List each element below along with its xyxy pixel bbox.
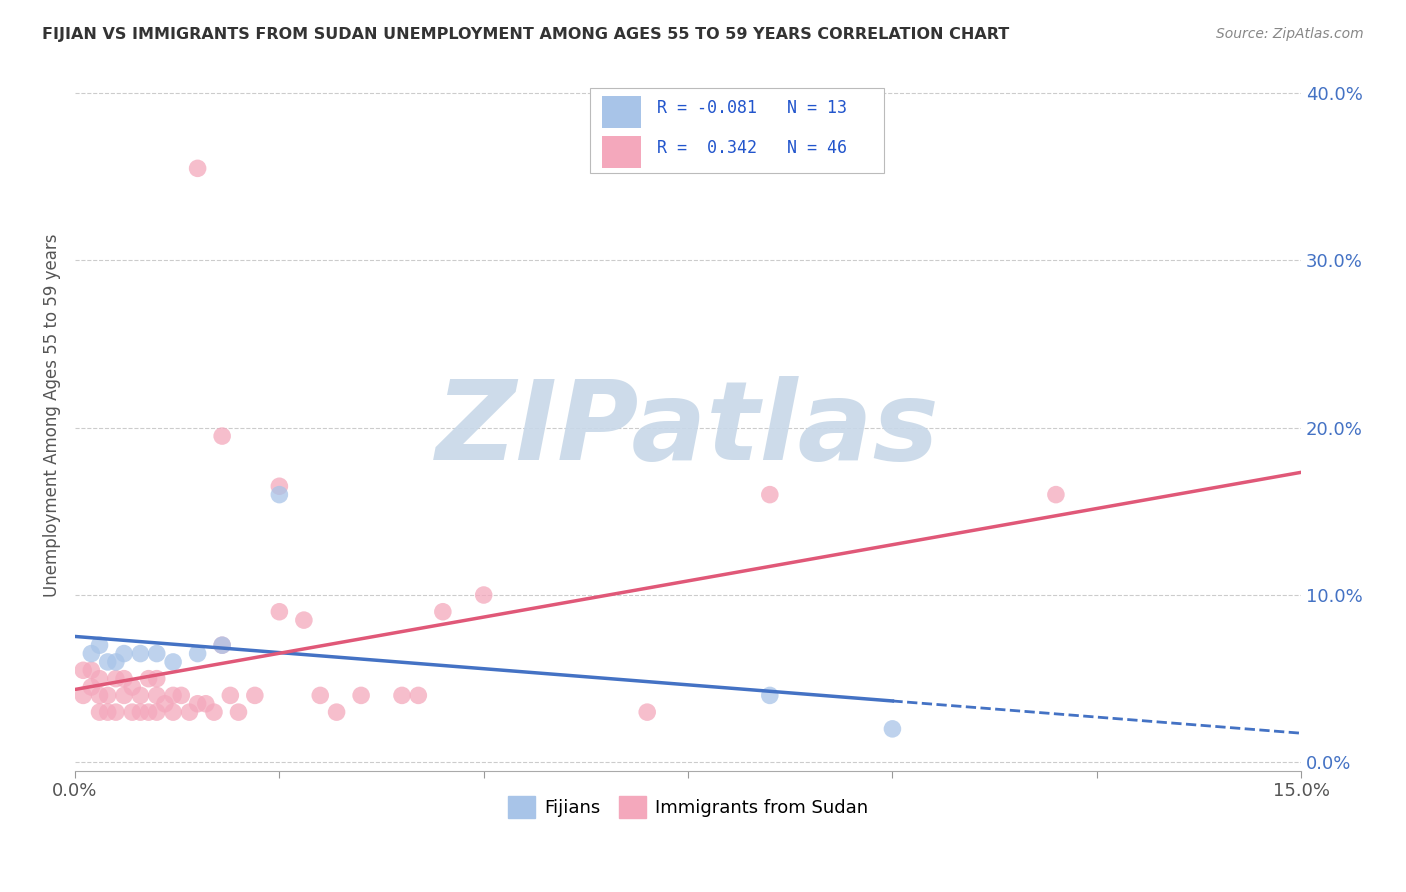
Point [162,655,184,669]
Point [408,689,430,703]
Point [759,488,782,502]
Text: R = -0.081   N = 13: R = -0.081 N = 13 [658,99,848,117]
Point [187,697,209,711]
Point [309,689,332,703]
Point [129,705,152,719]
Point [138,672,160,686]
Point [1045,488,1067,502]
Point [211,429,233,443]
Point [89,638,111,652]
Text: R =  0.342   N = 46: R = 0.342 N = 46 [658,139,848,157]
FancyBboxPatch shape [591,88,884,173]
Point [80,647,103,661]
Point [187,161,209,176]
Point [636,705,658,719]
Point [219,689,242,703]
Point [97,705,120,719]
Point [472,588,495,602]
Point [104,655,127,669]
Point [121,705,143,719]
Point [89,672,111,686]
Point [759,689,782,703]
Point [170,689,193,703]
Text: Source: ZipAtlas.com: Source: ZipAtlas.com [1216,27,1364,41]
Point [179,705,201,719]
Point [145,672,167,686]
Point [211,638,233,652]
FancyBboxPatch shape [602,136,641,168]
Point [269,479,291,493]
Point [80,680,103,694]
Point [292,613,315,627]
Point [153,697,176,711]
Point [350,689,373,703]
Point [145,705,167,719]
Point [228,705,250,719]
Point [882,722,904,736]
Point [162,705,184,719]
Point [138,705,160,719]
Point [391,689,413,703]
Text: ZIPatlas: ZIPatlas [436,376,941,483]
Point [187,647,209,661]
Point [97,655,120,669]
Point [269,605,291,619]
Point [325,705,347,719]
Point [211,638,233,652]
Y-axis label: Unemployment Among Ages 55 to 59 years: Unemployment Among Ages 55 to 59 years [44,234,60,597]
Point [89,705,111,719]
Point [112,672,135,686]
Point [112,689,135,703]
Point [112,647,135,661]
Point [129,647,152,661]
Point [194,697,217,711]
Point [162,689,184,703]
Point [145,689,167,703]
FancyBboxPatch shape [602,95,641,128]
Point [97,689,120,703]
Point [72,663,94,677]
Point [269,488,291,502]
Point [243,689,266,703]
Point [121,680,143,694]
Text: FIJIAN VS IMMIGRANTS FROM SUDAN UNEMPLOYMENT AMONG AGES 55 TO 59 YEARS CORRELATI: FIJIAN VS IMMIGRANTS FROM SUDAN UNEMPLOY… [42,27,1010,42]
Legend: Fijians, Immigrants from Sudan: Fijians, Immigrants from Sudan [501,789,875,826]
Point [432,605,454,619]
Point [202,705,225,719]
Point [89,689,111,703]
Point [129,689,152,703]
Point [104,705,127,719]
Point [145,647,167,661]
Point [104,672,127,686]
Point [72,689,94,703]
Point [80,663,103,677]
